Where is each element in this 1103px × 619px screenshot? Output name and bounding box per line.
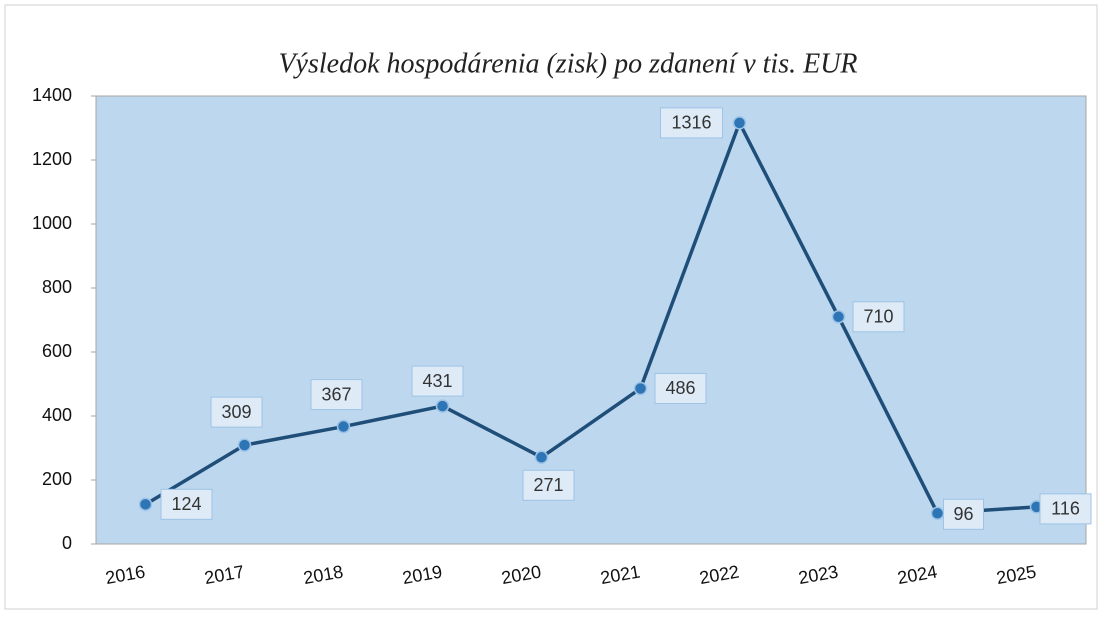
y-tick-label: 400: [42, 405, 72, 425]
data-label: 1316: [671, 113, 711, 133]
data-label: 271: [533, 475, 563, 495]
chart-title: Výsledok hospodárenia (zisk) po zdanení …: [278, 48, 857, 79]
data-label-box: [1039, 493, 1092, 525]
y-tick-label: 1200: [32, 149, 72, 169]
marker: [831, 310, 846, 324]
marker: [237, 438, 252, 452]
data-label-box: [654, 372, 707, 404]
data-label: 367: [321, 384, 351, 404]
marker: [534, 450, 549, 465]
y-tick-label: 200: [42, 469, 72, 489]
marker: [930, 506, 945, 521]
data-label-box: [852, 301, 905, 333]
data-label: 96: [953, 504, 973, 524]
y-tick-label: 1000: [32, 213, 72, 233]
data-label-box: [310, 379, 363, 411]
y-tick-label: 1400: [32, 85, 72, 105]
data-label: 710: [863, 307, 893, 327]
marker: [633, 381, 648, 396]
data-label: 309: [221, 402, 251, 422]
data-label: 431: [422, 371, 452, 391]
marker: [138, 497, 153, 512]
data-label: 116: [1051, 499, 1080, 519]
y-tick-label: 0: [62, 533, 72, 553]
y-tick-label: 800: [42, 277, 72, 297]
data-label-box: [943, 498, 984, 530]
y-tick-label: 600: [42, 341, 72, 361]
line: [144, 121, 1037, 516]
data-label: 124: [171, 494, 201, 514]
plot-area: [95, 95, 1087, 545]
marker: [336, 419, 351, 434]
data-label-box: [660, 107, 723, 139]
marker: [435, 399, 450, 413]
data-label-box: [411, 365, 464, 397]
data-label: 486: [665, 378, 695, 398]
data-label-box: [160, 488, 213, 520]
marker: [732, 116, 747, 130]
data-label-box: [522, 469, 575, 501]
data-label-box: [210, 396, 263, 428]
